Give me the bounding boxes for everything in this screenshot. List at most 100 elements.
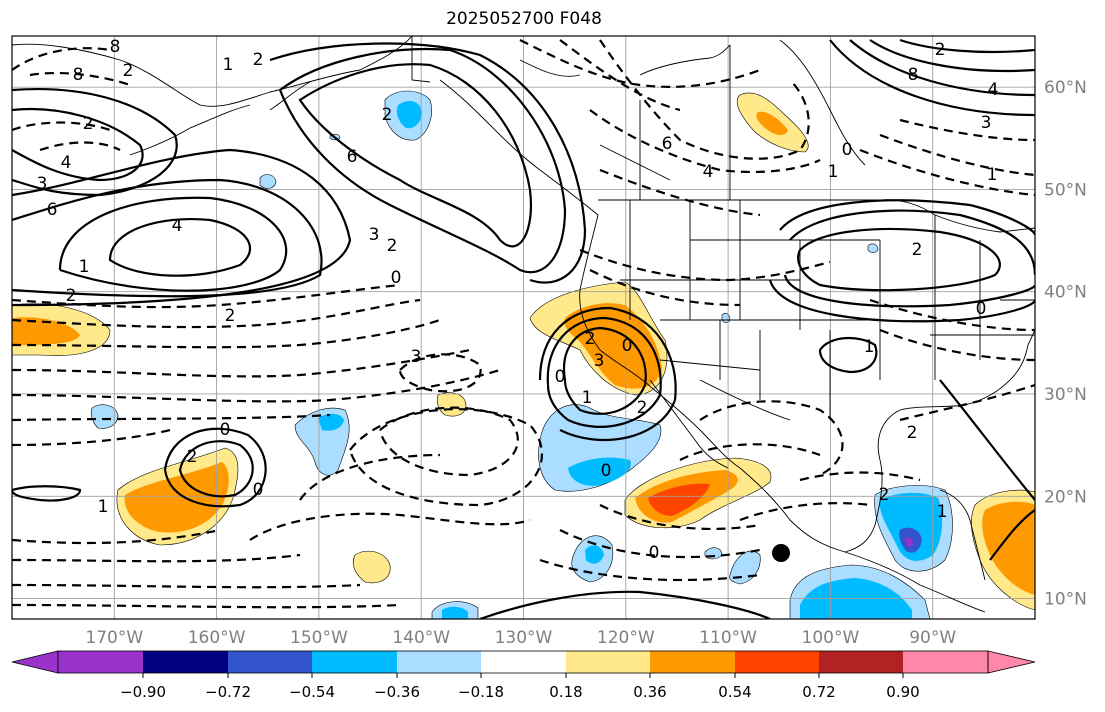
map-title: 2025052700 F048 <box>446 9 602 29</box>
contour-label: 3 <box>411 347 422 367</box>
contour-label: 4 <box>988 80 999 100</box>
contour-label: 2 <box>83 114 94 134</box>
contour-label: 6 <box>662 134 673 154</box>
contour-label: 8 <box>908 65 919 85</box>
contour-label: 2 <box>879 485 890 505</box>
contour-label: 1 <box>98 497 109 517</box>
fill-purple <box>906 537 914 547</box>
contour-label: 2 <box>382 105 393 125</box>
contour-label: 2 <box>907 423 918 443</box>
colorbar-box <box>650 651 735 673</box>
colorbar-box <box>819 651 903 673</box>
coastlines <box>12 36 1035 613</box>
colorbar-boxes <box>11 650 1036 674</box>
contour-label: 0 <box>220 420 231 440</box>
contour-label: 0 <box>391 268 402 288</box>
contour-label: 2 <box>66 286 77 306</box>
latitude-label: 30°N <box>1044 385 1087 405</box>
contour-label: 2 <box>225 306 236 326</box>
contour-label: 2 <box>912 240 923 260</box>
fill-orange <box>564 303 662 389</box>
colorbar-box <box>481 651 566 673</box>
fill-cyan <box>568 457 631 486</box>
anomaly-fill-areas <box>12 90 1035 619</box>
colorbar-extend-low <box>11 650 59 674</box>
contour-label: 0 <box>601 461 612 481</box>
fill-light-blue <box>90 404 119 429</box>
longitude-label: 110°W <box>699 628 757 648</box>
fill-cyan <box>318 413 344 431</box>
colorbar-tick-label: 0.72 <box>802 683 835 701</box>
colorbar-tick-label: −0.18 <box>458 683 504 701</box>
contour-label: 0 <box>555 367 566 387</box>
colorbar-labels: −0.90 −0.72 −0.54 −0.36 −0.18 0.18 0.36 0.54 0.7… <box>120 673 920 701</box>
colorbar-tick-label: −0.72 <box>205 683 251 701</box>
contour-label: 1 <box>864 337 875 357</box>
contour-label: 4 <box>61 153 72 173</box>
colorbar-tick-label: 0.18 <box>549 683 582 701</box>
colorbar-box <box>58 651 143 673</box>
contour-label: 1 <box>223 55 234 75</box>
colorbar-box <box>735 651 819 673</box>
contour-label: 3 <box>981 113 992 133</box>
contour-label: 4 <box>703 162 714 182</box>
contour-label: 0 <box>649 543 660 563</box>
dashed-contour-lines <box>12 39 1035 609</box>
contour-label: 4 <box>172 216 183 236</box>
colorbar-tick-label: −0.36 <box>374 683 420 701</box>
fill-orange <box>756 111 788 136</box>
contour-label: 1 <box>79 257 90 277</box>
colorbar-frame <box>57 650 989 674</box>
contour-label: 2 <box>637 398 648 418</box>
contour-label: 2 <box>387 236 398 256</box>
latitude-label: 20°N <box>1044 487 1087 507</box>
fill-cyan <box>396 100 422 129</box>
contour-label: 0 <box>976 299 987 319</box>
longitude-label: 170°W <box>85 628 143 648</box>
contour-label: 6 <box>47 200 58 220</box>
fill-cyan <box>442 606 468 619</box>
contour-label: 2 <box>187 447 198 467</box>
longitude-label: 160°W <box>188 628 246 648</box>
contour-label: 2 <box>123 61 134 81</box>
latitude-labels: 60°N 50°N 40°N 30°N 20°N 10°N <box>1044 78 1087 609</box>
contour-label: 2 <box>585 329 596 349</box>
colorbar-box <box>397 651 481 673</box>
colorbar-box <box>228 651 312 673</box>
contour-label: 8 <box>110 37 121 57</box>
colorbar-tick-label: 0.90 <box>886 683 919 701</box>
contour-label: 1 <box>987 165 998 185</box>
colorbar-box <box>566 651 650 673</box>
marker-dot <box>772 544 790 562</box>
contour-label: 1 <box>582 388 593 408</box>
colorbar-tick-label: −0.54 <box>289 683 335 701</box>
fill-orange <box>124 462 229 533</box>
longitude-label: 140°W <box>392 628 450 648</box>
colorbar-extend-high <box>987 650 1036 674</box>
fill-light-yellow <box>352 550 391 584</box>
contour-label: 8 <box>73 65 84 85</box>
fill-orange <box>982 501 1035 595</box>
fill-light-blue <box>867 243 879 253</box>
contour-label: 2 <box>253 50 264 70</box>
colorbar-tick-label: −0.90 <box>120 683 166 701</box>
fill-cyan <box>879 492 943 561</box>
contour-label: 1 <box>937 502 948 522</box>
contour-label: 3 <box>369 225 380 245</box>
contour-label: 6 <box>347 147 358 167</box>
contour-label: 1 <box>828 162 839 182</box>
fill-orange <box>12 317 80 345</box>
fill-cyan <box>585 545 604 564</box>
latitude-label: 60°N <box>1044 78 1087 98</box>
contour-label: 0 <box>842 140 853 160</box>
longitude-labels: 170°W 160°W 150°W 140°W 130°W 120°W 110°W 100°W… <box>85 628 956 648</box>
contour-label: 3 <box>37 174 48 194</box>
longitude-label: 120°W <box>597 628 655 648</box>
colorbar-tick-label: 0.54 <box>718 683 751 701</box>
latitude-label: 50°N <box>1044 180 1087 200</box>
colorbar-tick-label: 0.36 <box>633 683 666 701</box>
latitude-label: 10°N <box>1044 590 1087 610</box>
